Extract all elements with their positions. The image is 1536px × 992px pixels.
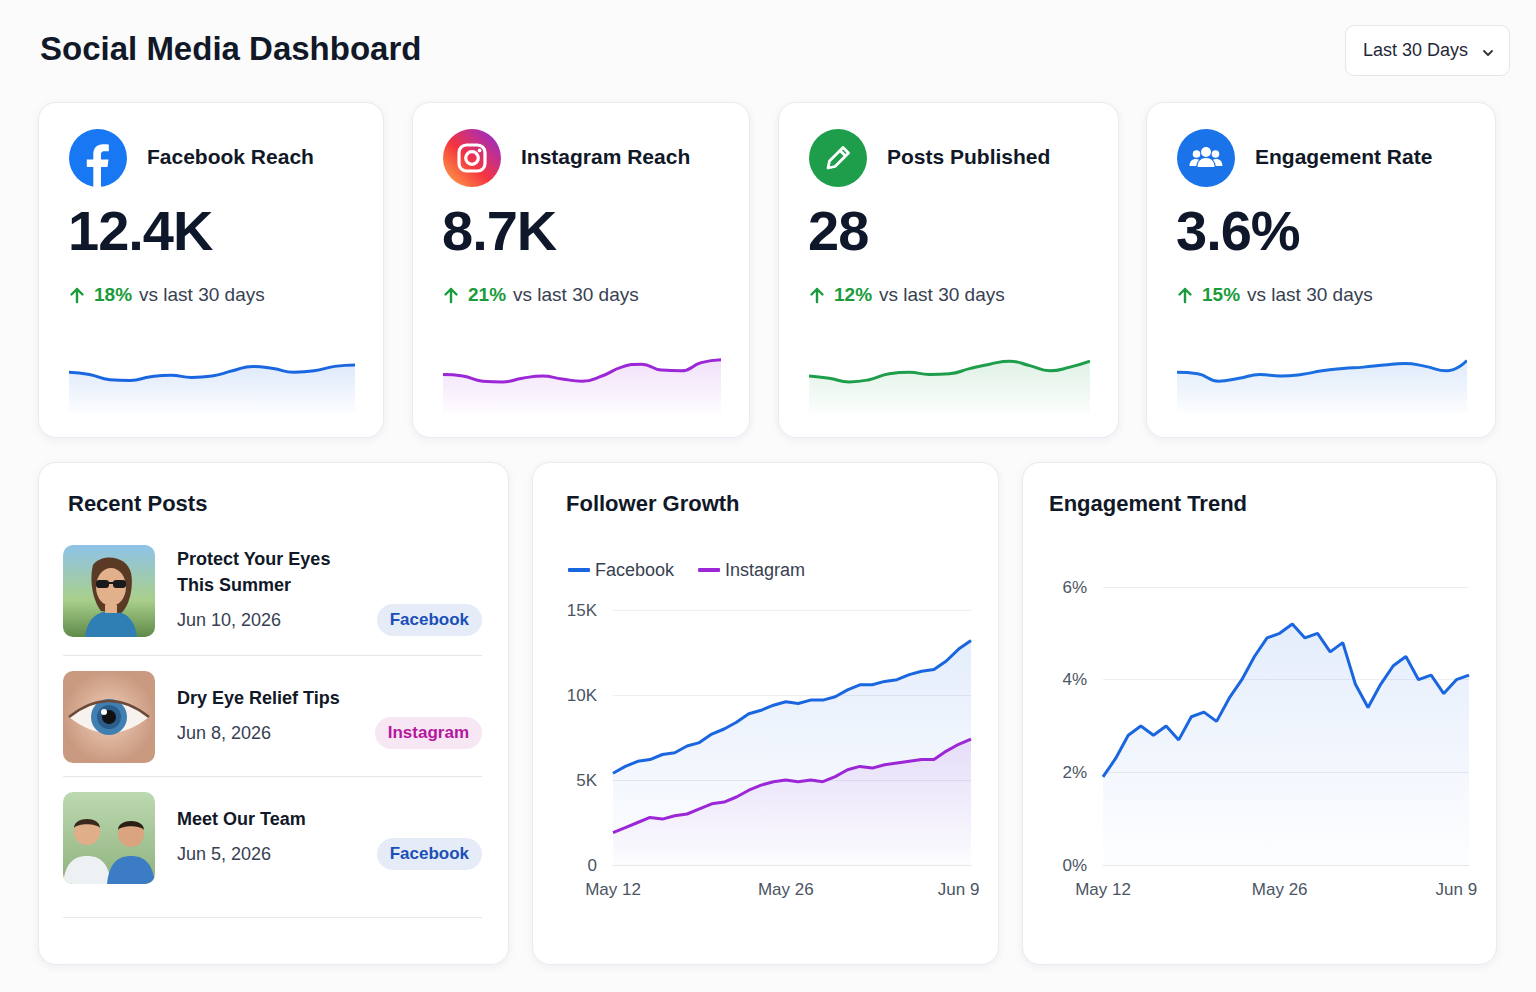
svg-text:Facebook: Facebook	[595, 560, 675, 580]
html-text:12.4K: 12.4K	[68, 199, 213, 262]
svg-text:May 26: May 26	[1252, 880, 1308, 899]
html-text:Jun 8, 2026: Jun 8, 2026	[177, 722, 272, 743]
svg-text:2%: 2%	[1062, 763, 1087, 782]
html-text:Instagram: Instagram	[387, 723, 469, 742]
svg-text:Instagram: Instagram	[725, 560, 805, 580]
svg-text:10K: 10K	[567, 686, 598, 705]
html-text:Protect Your Eyes This Summer: Protect Your Eyes This Summer	[177, 549, 331, 595]
html-text:Dry Eye Relief Tips: Dry Eye Relief Tips	[177, 688, 340, 708]
html-text:Facebook Reach: Facebook Reach	[147, 145, 314, 168]
html-text:Engagement Trend: Engagement Trend	[1049, 491, 1247, 516]
html-text:Facebook: Facebook	[389, 610, 469, 629]
html-text:3.6%: 3.6%	[1176, 199, 1300, 262]
html-text:Meet Our Team: Meet Our Team	[177, 809, 306, 829]
svg-text:May 26: May 26	[758, 880, 814, 899]
html-text:Facebook: Facebook	[389, 844, 469, 863]
html-text:Social Media Dashboard: Social Media Dashboard	[40, 30, 422, 67]
html-text:8.7K: 8.7K	[442, 199, 557, 262]
svg-text:May 12: May 12	[585, 880, 641, 899]
svg-text:5K: 5K	[576, 771, 597, 790]
html-text:12% vs last 30 days: 12% vs last 30 days	[834, 284, 1005, 305]
html-text:21% vs last 30 days: 21% vs last 30 days	[468, 284, 639, 305]
svg-text:May 12: May 12	[1075, 880, 1131, 899]
html-text:Follower Growth: Follower Growth	[566, 491, 740, 516]
svg-text:0: 0	[588, 856, 597, 875]
svg-text:Jun 9: Jun 9	[938, 880, 980, 899]
svg-text:0%: 0%	[1062, 856, 1087, 875]
html-text:28: 28	[808, 199, 869, 262]
html-text:Recent Posts: Recent Posts	[68, 491, 208, 516]
html-text:Jun 5, 2026: Jun 5, 2026	[177, 843, 272, 864]
html-text:15% vs last 30 days: 15% vs last 30 days	[1202, 284, 1373, 305]
svg-text:Jun 9: Jun 9	[1436, 880, 1478, 899]
html-text:18% vs last 30 days: 18% vs last 30 days	[94, 284, 265, 305]
svg-text:4%: 4%	[1062, 670, 1087, 689]
html-text:Jun 10, 2026: Jun 10, 2026	[177, 609, 282, 630]
svg-text:6%: 6%	[1062, 578, 1087, 597]
html-text:Engagement Rate: Engagement Rate	[1255, 145, 1433, 168]
html-text:Posts Published: Posts Published	[887, 145, 1051, 168]
html-text:Instagram Reach: Instagram Reach	[521, 145, 691, 168]
svg-text:15K: 15K	[567, 601, 598, 620]
html-text:Last 30 Days: Last 30 Days	[1363, 40, 1469, 60]
